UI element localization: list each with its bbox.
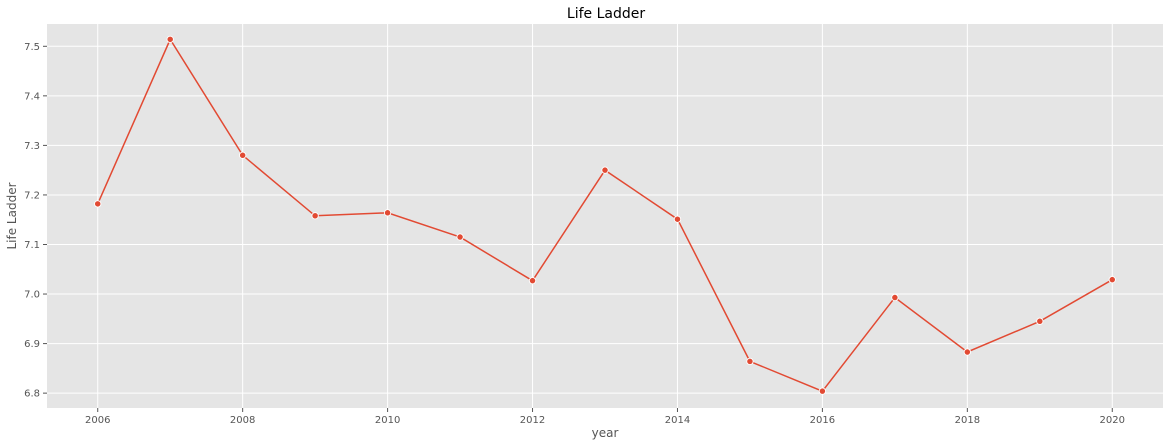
x-tick-label: 2016 <box>810 415 835 426</box>
data-point <box>601 166 609 174</box>
data-point <box>818 387 827 395</box>
data-point <box>239 151 247 159</box>
x-axis-ticks: 2006 2008 2010 2012 2014 2016 2018 2020 <box>85 408 1125 426</box>
data-point <box>383 209 392 217</box>
y-tick-label: 7.2 <box>24 190 40 201</box>
data-point <box>963 348 971 356</box>
x-tick-label: 2010 <box>375 415 400 426</box>
data-point <box>673 215 682 223</box>
data-point <box>1036 317 1044 325</box>
x-tick-label: 2018 <box>955 415 980 426</box>
y-axis-ticks: 6.8 6.9 7.0 7.1 7.2 7.3 7.4 7.5 <box>24 42 47 400</box>
data-point <box>746 357 754 366</box>
x-tick-label: 2008 <box>230 415 255 426</box>
x-tick-label: 2014 <box>665 415 690 426</box>
data-point <box>891 293 899 302</box>
y-tick-label: 7.3 <box>24 141 40 152</box>
x-tick-label: 2012 <box>520 415 545 426</box>
data-point <box>528 277 537 285</box>
y-tick-label: 7.4 <box>24 91 40 102</box>
series-points <box>94 35 1116 395</box>
y-tick-label: 6.8 <box>24 389 40 400</box>
x-tick-label: 2006 <box>85 415 110 426</box>
data-point <box>166 35 174 44</box>
x-tick-label: 2020 <box>1100 415 1125 426</box>
x-axis-label: year <box>592 426 619 440</box>
y-tick-label: 6.9 <box>24 339 40 350</box>
plot-area <box>47 24 1163 408</box>
y-axis-label: Life Ladder <box>5 182 19 249</box>
y-tick-label: 7.0 <box>24 290 40 301</box>
data-point <box>456 233 464 241</box>
data-point <box>94 200 102 208</box>
y-tick-label: 7.5 <box>24 42 40 53</box>
y-tick-label: 7.1 <box>24 240 40 251</box>
data-point <box>311 212 319 220</box>
chart-title: Life Ladder <box>567 6 645 22</box>
data-point <box>1108 276 1116 284</box>
